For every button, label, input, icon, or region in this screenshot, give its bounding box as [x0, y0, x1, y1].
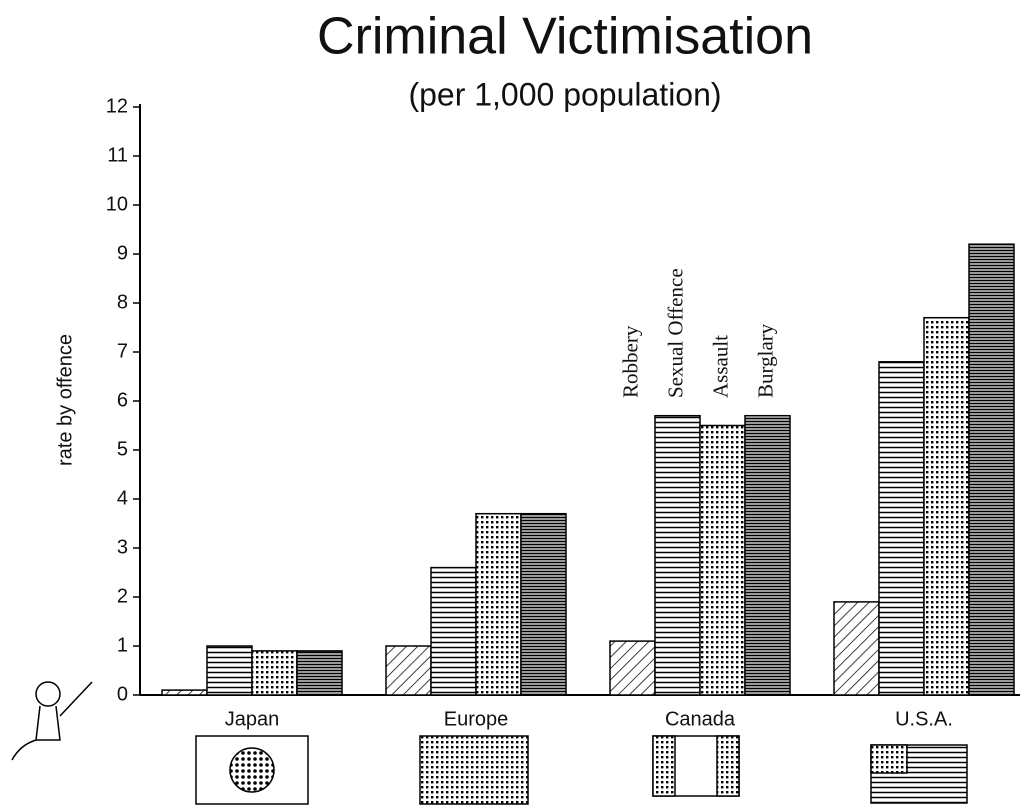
bar — [297, 651, 342, 695]
y-tick-label: 8 — [117, 291, 128, 313]
page: Criminal Victimisation (per 1,000 popula… — [0, 0, 1026, 808]
mascot — [12, 682, 92, 760]
legend-label: Burglary — [753, 323, 777, 398]
y-axis-label: rate by offence — [54, 334, 76, 466]
x-tick-label: Canada — [665, 708, 736, 730]
bar — [924, 318, 969, 695]
bar — [431, 568, 476, 695]
x-tick-label: U.S.A. — [895, 708, 953, 730]
y-tick-label: 12 — [106, 95, 128, 117]
bar — [834, 602, 879, 695]
bar — [207, 646, 252, 695]
y-tick-label: 1 — [117, 634, 128, 656]
flags — [196, 736, 967, 804]
x-tick-label: Japan — [225, 708, 280, 730]
x-tick-label: Europe — [444, 708, 509, 730]
chart-subtitle: (per 1,000 population) — [408, 76, 721, 112]
legend-label: Sexual Offence — [663, 268, 687, 398]
bar — [655, 416, 700, 695]
y-tick-label: 9 — [117, 242, 128, 264]
bar — [162, 690, 207, 695]
legend-label: Robbery — [618, 325, 642, 398]
chart-title: Criminal Victimisation — [317, 8, 813, 66]
y-tick-label: 3 — [117, 536, 128, 558]
y-tick-label: 6 — [117, 389, 128, 411]
legend-label: Assault — [708, 335, 732, 398]
bar — [879, 362, 924, 695]
bar — [476, 514, 521, 695]
bar — [610, 641, 655, 695]
bar — [521, 514, 566, 695]
bar — [745, 416, 790, 695]
y-tick-label: 5 — [117, 438, 128, 460]
bar — [252, 651, 297, 695]
bar — [700, 426, 745, 696]
bar — [386, 646, 431, 695]
y-tick-label: 4 — [117, 487, 128, 509]
bar — [969, 244, 1014, 695]
chart: Criminal Victimisation (per 1,000 popula… — [0, 0, 1026, 808]
y-tick-label: 10 — [106, 193, 128, 215]
y-tick-label: 2 — [117, 585, 128, 607]
y-tick-label: 11 — [107, 144, 128, 166]
y-tick-label: 0 — [117, 683, 128, 705]
y-tick-label: 7 — [117, 340, 128, 362]
